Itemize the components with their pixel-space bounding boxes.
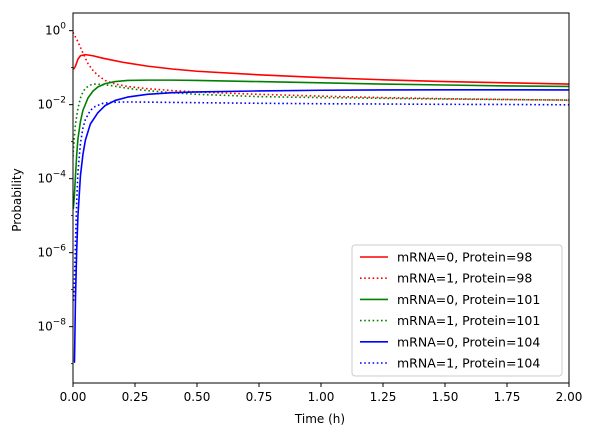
legend-entry-1: mRNA=1, Protein=98 — [397, 271, 532, 286]
x-axis-label: Time (h) — [294, 412, 345, 426]
x-tick-label: 0.25 — [122, 390, 149, 404]
series-line-2 — [73, 79, 569, 210]
x-tick-label: 0.50 — [184, 390, 211, 404]
series-line-3 — [73, 83, 569, 157]
legend-entry-5: mRNA=1, Protein=104 — [397, 356, 540, 371]
x-tick-label: 1.75 — [494, 390, 521, 404]
y-axis-label: Probability — [10, 168, 24, 231]
legend-entry-3: mRNA=1, Protein=101 — [397, 313, 540, 328]
y-tick-label-exponent: −2 — [53, 96, 66, 106]
legend-box — [351, 244, 563, 377]
legend-entry-0: mRNA=0, Protein=98 — [397, 250, 532, 265]
x-tick-label: 1.50 — [432, 390, 459, 404]
y-tick-label-exponent: −6 — [53, 244, 67, 254]
legend-entry-2: mRNA=0, Protein=101 — [397, 292, 540, 307]
y-tick-label-exponent: −4 — [53, 170, 67, 180]
y-tick-label-exponent: −8 — [53, 318, 67, 328]
y-tick-label: 10−8 — [37, 318, 66, 334]
x-tick-label: 1.25 — [370, 390, 397, 404]
x-tick-label: 0.75 — [246, 390, 273, 404]
y-tick-label: 100 — [45, 22, 66, 38]
series-line-5 — [73, 101, 569, 301]
x-tick-label: 0.00 — [60, 390, 87, 404]
y-tick-label-exponent: 0 — [60, 22, 66, 32]
axis-ticks: 0.00 0.25 0.50 0.75 1.00 1.25 1.50 1.75 2.0010−8… — [37, 22, 582, 404]
x-tick-label: 2.00 — [556, 390, 583, 404]
y-tick-label-base: 10 — [45, 24, 60, 38]
x-tick-label: 1.00 — [308, 390, 335, 404]
y-tick-label-base: 10 — [37, 98, 52, 112]
legend: mRNA=0, Protein=98 mRNA=1, Protein=98 mRNA… — [351, 244, 563, 377]
series-line-0 — [73, 53, 569, 85]
y-tick-label-base: 10 — [37, 320, 52, 334]
legend-entry-4: mRNA=0, Protein=104 — [397, 334, 540, 349]
y-tick-label-base: 10 — [37, 246, 52, 260]
y-tick-label: 10−4 — [37, 170, 66, 186]
y-tick-label: 10−6 — [37, 244, 66, 260]
y-tick-label: 10−2 — [37, 96, 66, 112]
y-tick-label-base: 10 — [37, 172, 52, 186]
